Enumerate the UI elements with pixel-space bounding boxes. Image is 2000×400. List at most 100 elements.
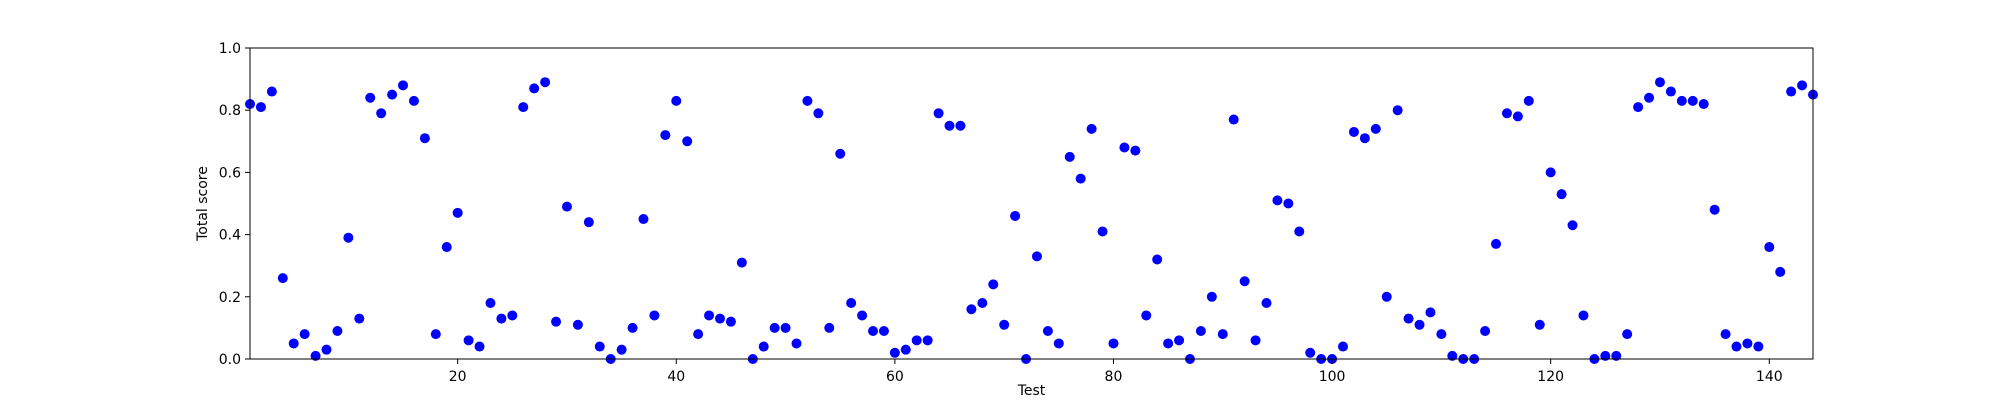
data-point — [1698, 98, 1709, 109]
data-point — [1578, 310, 1589, 321]
data-point — [1764, 242, 1775, 253]
data-point — [627, 322, 638, 333]
data-point — [1436, 329, 1447, 340]
data-point — [572, 319, 583, 330]
data-point — [1742, 338, 1753, 349]
data-point — [485, 298, 496, 309]
data-point — [1228, 114, 1239, 125]
data-point — [660, 130, 671, 141]
data-point — [310, 350, 321, 361]
data-point — [1622, 329, 1633, 340]
data-point — [1283, 198, 1294, 209]
data-point — [1447, 350, 1458, 361]
data-point — [1348, 126, 1359, 137]
data-point — [878, 326, 889, 337]
data-point — [693, 329, 704, 340]
data-point — [1720, 329, 1731, 340]
data-point — [704, 310, 715, 321]
x-tick-label: 140 — [1756, 369, 1783, 385]
data-point — [474, 341, 485, 352]
data-point — [1731, 341, 1742, 352]
data-point — [1633, 102, 1644, 113]
data-point — [1086, 123, 1097, 134]
data-point — [780, 322, 791, 333]
data-point — [1501, 108, 1512, 119]
data-point — [496, 313, 507, 324]
data-point — [955, 120, 966, 131]
data-point — [813, 108, 824, 119]
data-point — [1053, 338, 1064, 349]
data-point — [419, 133, 430, 144]
y-tick-label: 0.8 — [219, 103, 241, 119]
data-point — [1031, 251, 1042, 262]
data-point — [1097, 226, 1108, 237]
data-point — [551, 316, 562, 327]
data-point — [1064, 151, 1075, 162]
data-point — [1687, 95, 1698, 106]
data-point — [288, 338, 299, 349]
data-point — [452, 207, 463, 218]
data-point — [1600, 350, 1611, 361]
data-point — [791, 338, 802, 349]
data-point — [966, 304, 977, 315]
data-point — [1130, 145, 1141, 156]
data-point — [988, 279, 999, 290]
data-point — [1414, 319, 1425, 330]
data-point — [736, 257, 747, 268]
data-point — [430, 329, 441, 340]
data-point — [682, 136, 693, 147]
data-point — [758, 341, 769, 352]
data-point — [594, 341, 605, 352]
data-point — [835, 148, 846, 159]
data-point — [408, 95, 419, 106]
data-point — [1010, 210, 1021, 221]
data-point — [1261, 298, 1272, 309]
data-point — [1119, 142, 1130, 153]
data-point — [540, 77, 551, 88]
data-point — [332, 326, 343, 337]
data-point — [1250, 335, 1261, 346]
data-point — [911, 335, 922, 346]
data-point — [846, 298, 857, 309]
data-point — [824, 322, 835, 333]
data-point — [1491, 238, 1502, 249]
data-point — [725, 316, 736, 327]
data-point — [1305, 347, 1316, 358]
data-point — [1775, 266, 1786, 277]
data-point — [900, 344, 911, 355]
y-tick-label: 0.4 — [219, 228, 241, 244]
data-point — [769, 322, 780, 333]
data-point — [638, 214, 649, 225]
data-point — [977, 298, 988, 309]
data-point — [1108, 338, 1119, 349]
data-point — [299, 329, 310, 340]
data-point — [1042, 326, 1053, 337]
data-point — [1556, 189, 1567, 200]
data-point — [1545, 167, 1556, 178]
data-point — [1512, 111, 1523, 122]
data-point — [583, 217, 594, 228]
data-point — [857, 310, 868, 321]
y-axis-label: Total score — [195, 166, 211, 242]
data-point — [277, 273, 288, 284]
data-point — [933, 108, 944, 119]
data-point — [1141, 310, 1152, 321]
x-tick-label: 80 — [1105, 369, 1123, 385]
data-point — [1654, 77, 1665, 88]
data-point — [1523, 95, 1534, 106]
data-point — [649, 310, 660, 321]
data-point — [1206, 291, 1217, 302]
data-point — [1753, 341, 1764, 352]
data-point — [376, 108, 387, 119]
data-point — [255, 102, 266, 113]
y-tick-label: 1.0 — [219, 41, 241, 57]
data-point — [1381, 291, 1392, 302]
data-point — [1152, 254, 1163, 265]
data-point — [1567, 220, 1578, 231]
data-point — [1359, 133, 1370, 144]
x-tick-label: 120 — [1537, 369, 1564, 385]
data-point — [868, 326, 879, 337]
data-point — [1392, 105, 1403, 116]
data-point — [1272, 195, 1283, 206]
